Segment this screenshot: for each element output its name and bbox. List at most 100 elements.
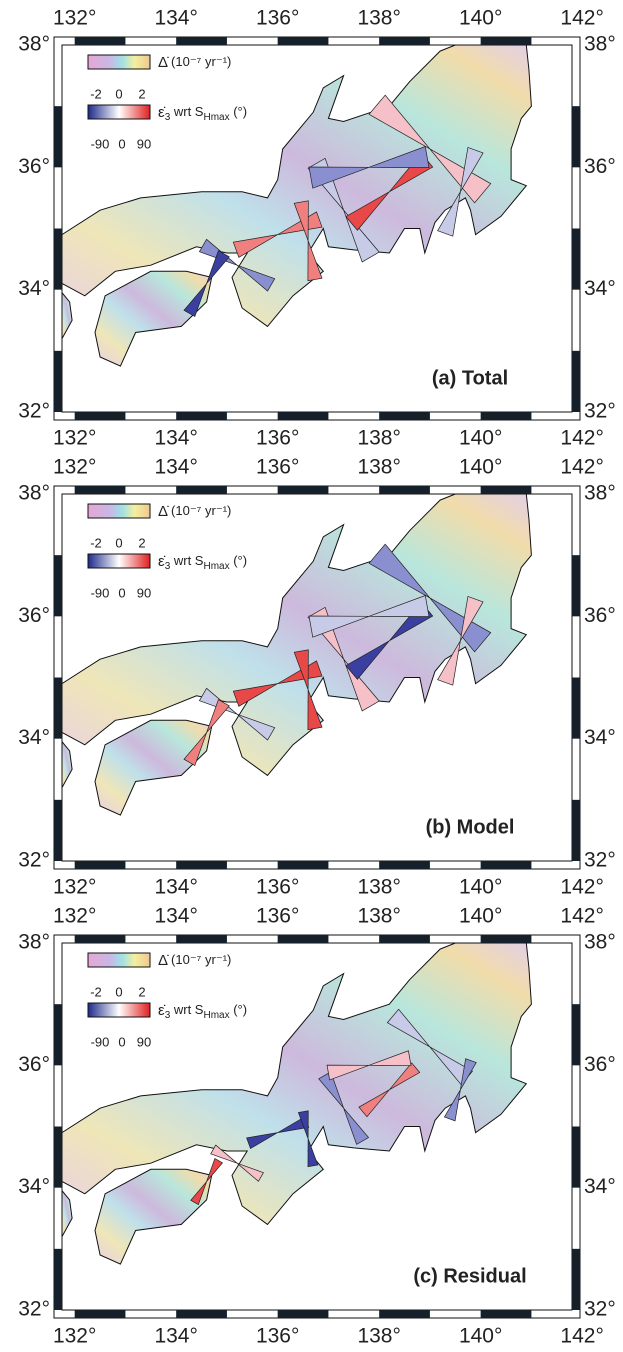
longitude-label: 140° xyxy=(459,456,502,479)
angle-tick-label: 90 xyxy=(137,585,151,600)
longitude-label: 132° xyxy=(53,456,96,479)
latitude-label: 36° xyxy=(18,604,50,627)
angle-tick-label: 90 xyxy=(137,1034,151,1049)
rate-symbol: Δ̇ xyxy=(158,952,169,969)
figure: 132° 132° 134° 134° 136° 136° 138° 138° 140° 140°… xyxy=(0,0,623,1352)
strain-subscript: Hmax xyxy=(203,112,229,123)
longitude-label: 138° xyxy=(357,876,400,899)
strain-subscript: Hmax xyxy=(203,561,229,572)
rate-unit: (10⁻⁷ yr⁻¹) xyxy=(171,54,231,69)
frame-bar xyxy=(379,861,430,869)
frame-bar xyxy=(54,106,62,167)
strain-unit: (°) xyxy=(230,553,247,568)
longitude-label: 138° xyxy=(357,905,400,928)
frame-bar xyxy=(481,1310,532,1318)
latitude-label: 34° xyxy=(584,277,616,300)
latitude-label: 34° xyxy=(584,1175,616,1198)
rate-colorbar xyxy=(88,504,150,518)
frame-bar xyxy=(572,678,580,739)
frame-bar xyxy=(176,486,227,494)
angle-tick-label: -90 xyxy=(91,136,110,151)
latitude-label: 32° xyxy=(584,1298,616,1321)
latitude-label: 38° xyxy=(584,482,616,505)
latitude-label: 32° xyxy=(18,1298,50,1321)
frame-bar xyxy=(176,1310,227,1318)
latitude-label: 38° xyxy=(584,931,616,954)
latitude-label: 36° xyxy=(18,1053,50,1076)
angle-tick-label: -90 xyxy=(91,585,110,600)
latitude-label: 38° xyxy=(18,482,50,505)
latitude-label: 32° xyxy=(18,400,50,423)
latitude-label: 34° xyxy=(18,726,50,749)
frame-bar xyxy=(481,935,532,943)
rate-unit: (10⁻⁷ yr⁻¹) xyxy=(171,952,231,967)
rate-symbol: Δ̇ xyxy=(158,503,169,520)
longitude-label: 136° xyxy=(256,456,299,479)
latitude-label: 38° xyxy=(18,931,50,954)
longitude-label: 132° xyxy=(53,427,96,450)
frame-bar xyxy=(75,486,126,494)
longitude-label: 136° xyxy=(256,7,299,30)
frame-bar xyxy=(54,1127,62,1188)
angle-tick-label: 0 xyxy=(118,1034,125,1049)
frame-bar xyxy=(379,37,430,45)
frame-bar xyxy=(572,1249,580,1310)
frame-bar xyxy=(75,37,126,45)
rate-tick-label: -2 xyxy=(90,86,102,101)
rate-colorbar xyxy=(88,953,150,967)
longitude-label: 136° xyxy=(256,905,299,928)
frame-bar xyxy=(379,1310,430,1318)
frame-bar xyxy=(278,486,329,494)
frame-bar xyxy=(54,351,62,412)
panel-label: (c) Residual xyxy=(413,1265,526,1287)
angle-tick-label: -90 xyxy=(91,1034,110,1049)
longitude-label: 140° xyxy=(459,427,502,450)
frame-bar xyxy=(176,37,227,45)
longitude-label: 142° xyxy=(560,905,603,928)
longitude-label: 140° xyxy=(459,905,502,928)
longitude-label: 138° xyxy=(357,456,400,479)
longitude-label: 140° xyxy=(459,1325,502,1348)
longitude-label: 140° xyxy=(459,7,502,30)
longitude-label: 136° xyxy=(256,1325,299,1348)
angle-colorbar xyxy=(88,1003,150,1017)
frame-bar xyxy=(481,486,532,494)
angle-colorbar xyxy=(88,105,150,119)
longitude-label: 134° xyxy=(154,1325,197,1348)
longitude-label: 134° xyxy=(154,427,197,450)
frame-bar xyxy=(75,935,126,943)
longitude-label: 142° xyxy=(560,876,603,899)
frame-bar xyxy=(379,935,430,943)
frame-bar xyxy=(481,37,532,45)
latitude-label: 34° xyxy=(18,1175,50,1198)
rate-tick-label: -2 xyxy=(90,984,102,999)
rate-tick-label: 2 xyxy=(138,535,145,550)
frame-bar xyxy=(572,1004,580,1065)
rate-tick-label: 0 xyxy=(115,86,122,101)
longitude-label: 134° xyxy=(154,876,197,899)
longitude-label: 134° xyxy=(154,456,197,479)
frame-bar xyxy=(572,800,580,861)
longitude-label: 138° xyxy=(357,7,400,30)
longitude-label: 132° xyxy=(53,905,96,928)
frame-bar xyxy=(176,935,227,943)
angle-colorbar xyxy=(88,554,150,568)
longitude-label: 138° xyxy=(357,427,400,450)
latitude-label: 32° xyxy=(584,849,616,872)
frame-bar xyxy=(54,1249,62,1310)
frame-bar xyxy=(572,106,580,167)
rate-symbol: Δ̇ xyxy=(158,54,169,71)
latitude-label: 32° xyxy=(584,400,616,423)
longitude-label: 132° xyxy=(53,1325,96,1348)
frame-bar xyxy=(572,229,580,290)
latitude-label: 34° xyxy=(584,726,616,749)
rate-tick-label: 0 xyxy=(115,984,122,999)
strain-subscript: Hmax xyxy=(203,1010,229,1021)
latitude-label: 36° xyxy=(584,155,616,178)
frame-bar xyxy=(54,678,62,739)
rate-unit: (10⁻⁷ yr⁻¹) xyxy=(171,503,231,518)
rate-tick-label: 2 xyxy=(138,86,145,101)
longitude-label: 136° xyxy=(256,427,299,450)
angle-tick-label: 0 xyxy=(118,585,125,600)
frame-bar xyxy=(54,800,62,861)
